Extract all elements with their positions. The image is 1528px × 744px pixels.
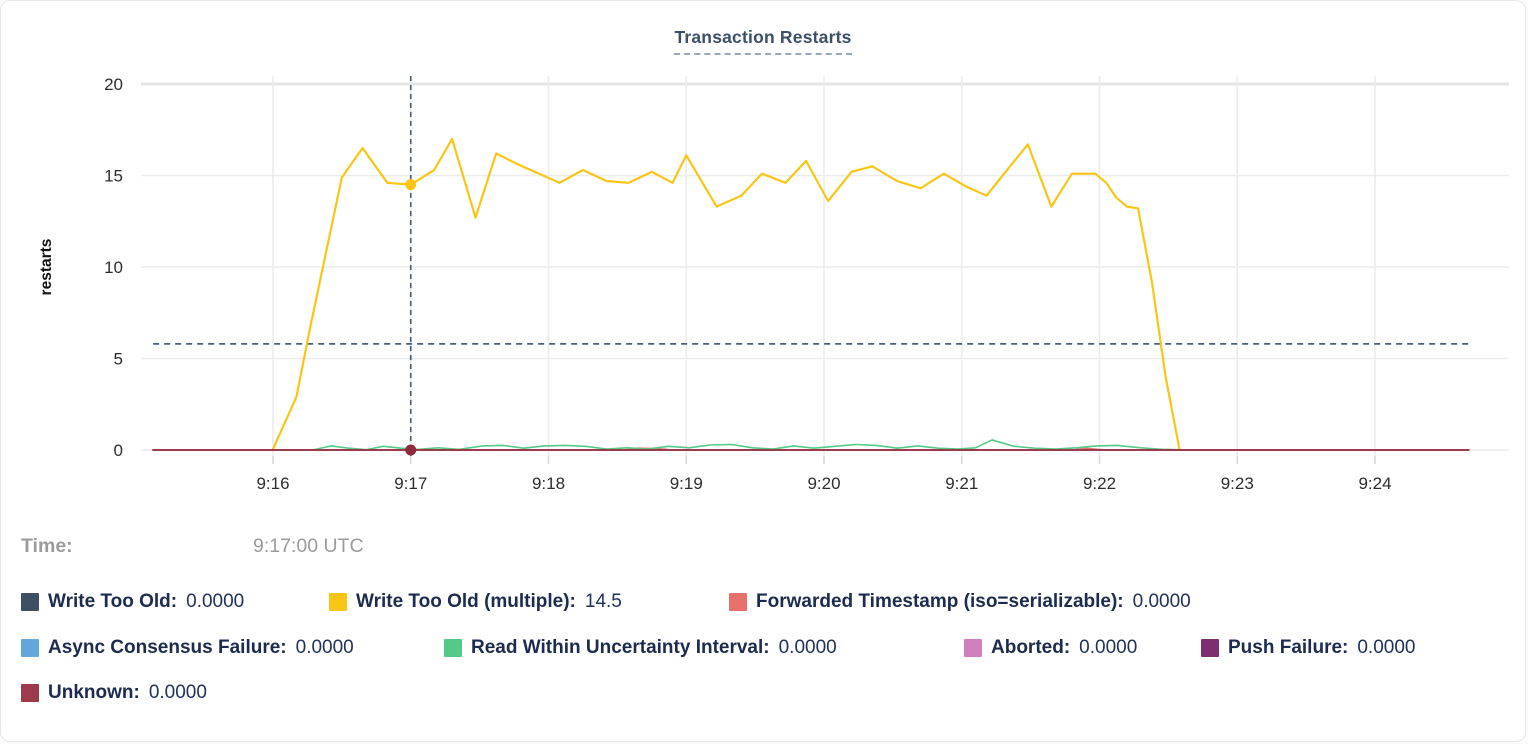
- y-tick-label: 5: [114, 350, 123, 369]
- legend-value: 14.5: [584, 591, 622, 612]
- legend-item-write-too-old-multiple: Write Too Old (multiple): 14.5: [329, 590, 729, 614]
- legend-swatch-icon: [329, 593, 347, 611]
- restarts-line-chart[interactable]: 0 5 10 15 20 9:16 9:17 9:18 9:19 9:20 9:21 9:22 9:23…: [1, 1, 1528, 521]
- legend-value: 0.0000: [1079, 636, 1138, 658]
- legend-swatch-icon: [21, 684, 39, 702]
- legend-row: Write Too Old: 0.0000 Write Too Old (mul…: [21, 590, 1511, 614]
- legend-label: Write Too Old (multiple):: [356, 591, 576, 612]
- x-tick-label: 9:16: [256, 474, 289, 493]
- legend-value: 0.0000: [1357, 636, 1416, 658]
- legend-item-async-consensus-failure: Async Consensus Failure: 0.0000: [21, 636, 444, 660]
- crosshair-dot-write-too-old-multiple-: [405, 179, 417, 191]
- legend-swatch-icon: [21, 593, 39, 611]
- legend-swatch-icon: [21, 638, 39, 657]
- y-tick-label: 15: [104, 167, 123, 186]
- time-value: 9:17:00 UTC: [253, 535, 364, 557]
- legend-item-write-too-old: Write Too Old: 0.0000: [21, 590, 329, 614]
- series-line-write-too-old-multiple-: [271, 137, 1181, 451]
- crosshair-dot-unknown: [405, 444, 417, 456]
- y-tick-label: 20: [104, 75, 123, 94]
- legend-swatch-icon: [1201, 638, 1219, 657]
- legend-swatch-icon: [729, 593, 747, 611]
- x-tick-label: 9:20: [807, 474, 840, 493]
- y-axis-label: restarts: [38, 239, 55, 296]
- x-tick-label: 9:17: [394, 474, 427, 493]
- legend-swatch-icon: [964, 638, 982, 657]
- x-tick-label: 9:24: [1358, 474, 1391, 493]
- time-label: Time:: [21, 535, 73, 557]
- legend-label: Async Consensus Failure:: [48, 636, 287, 658]
- legend-swatch-icon: [444, 638, 462, 657]
- legend-value: 0.0000: [1132, 591, 1191, 612]
- legend-label: Read Within Uncertainty Interval:: [471, 636, 770, 658]
- x-tick-label: 9:18: [532, 474, 565, 493]
- legend-value: 0.0000: [186, 591, 245, 612]
- legend-value: 0.0000: [295, 636, 354, 658]
- x-tick-label: 9:22: [1083, 474, 1116, 493]
- x-tick-label: 9:19: [670, 474, 703, 493]
- legend-value: 0.0000: [148, 682, 207, 703]
- legend-label: Push Failure:: [1228, 636, 1349, 658]
- hover-time-row: Time: 9:17:00 UTC: [21, 535, 364, 558]
- legend-item-forwarded-timestamp: Forwarded Timestamp (iso=serializable): …: [729, 590, 1191, 614]
- x-tick-label: 9:21: [945, 474, 978, 493]
- chart-header: Transaction Restarts: [1, 27, 1525, 55]
- x-tick-label: 9:23: [1221, 474, 1254, 493]
- legend-item-unknown: Unknown: 0.0000: [21, 681, 207, 705]
- y-tick-label: 10: [104, 258, 123, 277]
- legend-item-read-within-uncertainty: Read Within Uncertainty Interval: 0.0000: [444, 636, 964, 660]
- y-tick-label: 0: [114, 441, 123, 460]
- chart-legend: Write Too Old: 0.0000 Write Too Old (mul…: [21, 590, 1511, 727]
- legend-item-aborted: Aborted: 0.0000: [964, 636, 1201, 660]
- legend-row: Async Consensus Failure: 0.0000 Read Wit…: [21, 636, 1511, 660]
- chart-title[interactable]: Transaction Restarts: [674, 27, 852, 55]
- legend-item-push-failure: Push Failure: 0.0000: [1201, 636, 1415, 660]
- series-line-read-within-uncertainty-interval: [313, 439, 1183, 451]
- legend-label: Forwarded Timestamp (iso=serializable):: [756, 591, 1124, 612]
- legend-label: Unknown:: [48, 682, 140, 703]
- legend-label: Write Too Old:: [48, 591, 178, 612]
- legend-row: Unknown: 0.0000: [21, 681, 1511, 705]
- legend-label: Aborted:: [991, 636, 1071, 658]
- legend-value: 0.0000: [778, 636, 837, 658]
